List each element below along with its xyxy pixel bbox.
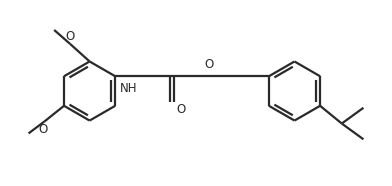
Text: O: O [65, 30, 74, 43]
Text: O: O [176, 103, 185, 116]
Text: O: O [204, 58, 213, 71]
Text: O: O [39, 123, 48, 136]
Text: NH: NH [120, 82, 138, 95]
